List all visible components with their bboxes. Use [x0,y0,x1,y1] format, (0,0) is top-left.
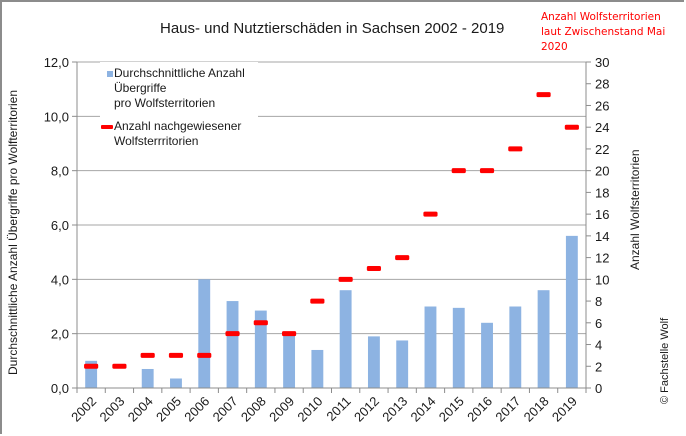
x-tick-label: 2003 [96,394,127,425]
bar [141,368,154,388]
territory-marker [84,363,99,369]
territory-marker [479,168,495,174]
territory-marker [564,124,579,130]
legend-item-attacks: Durchschnittliche Anzahl Übergriffe pro … [100,66,258,111]
bar [452,307,465,388]
territory-marker [112,363,127,369]
y-right-tick-label: 22 [595,142,609,157]
territory-marker [451,168,466,174]
x-tick-label: 2011 [323,394,353,424]
territory-marker [310,298,325,304]
x-tick-label: 2009 [266,394,297,425]
territory-note-line: 2020 [541,41,568,53]
x-tick-label: 2006 [181,394,212,425]
territory-marker [225,331,240,337]
x-tick-label: 2010 [294,394,325,425]
x-tick-label: 2002 [68,394,99,425]
territory-marker [536,92,551,98]
x-tick-label: 2017 [492,394,523,425]
legend-label: Anzahl nachgewiesener [114,119,242,133]
y-left-tick-label: 12,0 [44,55,69,70]
bar [198,279,211,388]
x-tick-label: 2004 [125,394,156,425]
y-right-tick-label: 20 [595,164,609,179]
y-left-tick-label: 0,0 [51,381,69,396]
x-tick-label: 2015 [436,394,467,425]
territory-marker [366,265,381,271]
territory-series [84,92,579,369]
territory-marker [253,320,268,326]
bar [283,333,296,388]
y-right-tick-label: 10 [595,272,609,287]
x-tick-label: 2012 [351,394,382,425]
y-right-tick-label: 2 [595,359,602,374]
y-right-tick-label: 4 [595,338,602,353]
bar [226,301,239,388]
x-tick-label: 2005 [153,394,184,425]
bar-series [85,235,578,388]
bar [424,306,437,388]
y-right-tick-label: 24 [595,120,609,135]
bar [509,306,522,388]
bar [254,310,267,388]
y-left-tick-label: 2,0 [51,327,69,342]
y-left-tick-label: 10,0 [44,109,69,124]
x-tick-label: 2007 [210,394,241,425]
legend-swatch-bar [107,71,113,77]
legend-swatch-dash [101,125,113,129]
x-tick-label: 2019 [549,394,580,425]
y-right-tick-label: 8 [595,294,602,309]
territory-note-line: Anzahl Wolfsterritorien [541,11,661,23]
bar [565,235,578,388]
y-right-tick-label: 12 [595,251,609,266]
x-tick-label: 2014 [408,394,439,425]
bar [85,360,98,388]
territory-marker [140,352,155,358]
y-right-tick-label: 30 [595,55,609,70]
territory-marker [197,352,212,358]
legend-item-territories: Anzahl nachgewiesener Wolfsterrritorien [100,119,258,149]
x-tick-label: 2018 [521,394,552,425]
territory-note: Anzahl Wolfsterritorien laut Zwischensta… [541,10,681,55]
y-right-tick-label: 0 [595,381,602,396]
y-axis-left-ticks: 0,0 2,0 4,0 6,0 8,0 10,0 12,0 [44,55,77,396]
bar [367,336,380,388]
legend-label: Wolfsterrritorien [114,134,199,148]
bar [481,322,493,388]
bar [170,378,182,388]
territory-marker [338,276,353,282]
bar [396,340,409,388]
territory-marker [282,331,297,337]
legend-label: Durchschnittliche Anzahl Übergriffe [114,66,245,95]
territory-marker [168,352,184,358]
legend-label: pro Wolfsterritorien [114,96,216,110]
y-right-tick-label: 28 [595,77,609,92]
legend: Durchschnittliche Anzahl Übergriffe pro … [100,62,258,155]
bar [339,290,352,388]
bar [537,290,550,388]
territory-marker [423,211,438,217]
y-right-tick-label: 6 [595,316,602,331]
territory-marker [395,255,410,261]
y-right-tick-label: 16 [595,207,609,222]
y-left-tick-label: 6,0 [51,218,69,233]
x-tick-label: 2016 [464,394,495,425]
y-left-tick-label: 8,0 [51,164,69,179]
y-right-tick-label: 14 [595,229,609,244]
x-axis-ticks: 2002200320042005200620072008200920102011… [68,388,587,425]
x-tick-label: 2013 [379,394,410,425]
territory-marker [508,146,523,152]
chart-title: Haus- und Nutztierschäden in Sachsen 200… [160,20,505,37]
territory-note-line: laut Zwischenstand Mai [541,26,666,38]
y-left-tick-label: 4,0 [51,272,69,287]
bar [311,349,324,388]
y-right-tick-label: 18 [595,185,609,200]
y-right-tick-label: 26 [595,98,609,113]
x-tick-label: 2008 [238,394,269,425]
